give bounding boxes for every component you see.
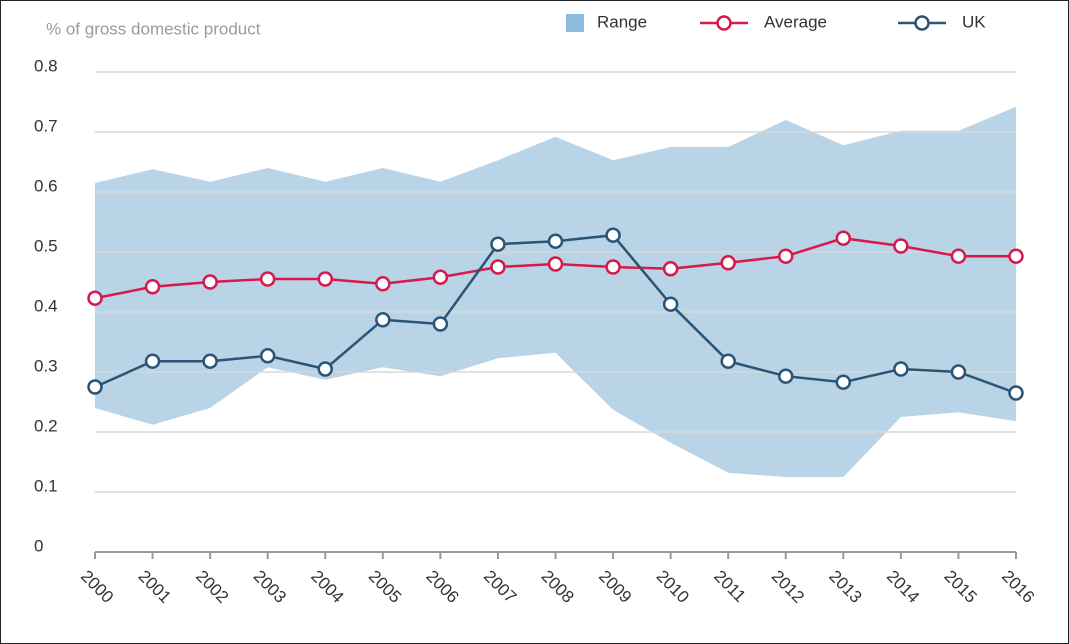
series-marker (432, 316, 449, 332)
series-marker (317, 271, 333, 287)
series-marker (605, 259, 621, 275)
legend-label: Average (764, 12, 827, 31)
series-marker (547, 256, 564, 272)
y-axis-label: % of gross domestic product (46, 19, 261, 38)
series-marker (720, 353, 736, 369)
y-tick-label: 0.3 (34, 356, 58, 375)
series-marker (490, 259, 506, 275)
series-marker (1008, 248, 1024, 264)
series-marker (202, 353, 218, 369)
y-tick-label: 0.6 (34, 176, 58, 195)
series-marker (87, 379, 103, 395)
legend-label: Range (597, 12, 647, 31)
series-marker (950, 364, 967, 380)
legend-swatch (566, 14, 584, 32)
series-marker (605, 227, 621, 243)
series-marker (375, 276, 391, 292)
series-marker (547, 233, 564, 249)
series-marker (432, 269, 449, 285)
series-marker (778, 248, 794, 264)
series-marker (835, 374, 852, 390)
y-tick-label: 0.7 (34, 116, 58, 135)
legend-label: UK (962, 12, 986, 31)
series-marker (259, 271, 276, 287)
series-marker (202, 274, 218, 290)
series-marker (317, 361, 333, 377)
series-marker (87, 290, 103, 306)
y-tick-label: 0.8 (34, 56, 58, 75)
series-marker (144, 279, 161, 295)
series-marker (720, 255, 736, 271)
y-tick-label: 0.4 (34, 296, 58, 315)
series-marker (950, 248, 967, 264)
series-marker (144, 353, 161, 369)
series-marker (662, 261, 679, 277)
series-marker (835, 230, 852, 246)
y-tick-label: 0 (34, 536, 43, 555)
series-marker (375, 312, 391, 328)
range-area (95, 106, 1016, 478)
series-marker (259, 348, 276, 364)
series-marker (893, 238, 909, 254)
series-marker (893, 361, 909, 377)
series-marker (778, 368, 794, 384)
y-tick-label: 0.2 (34, 416, 58, 435)
legend-marker (914, 15, 930, 31)
y-tick-label: 0.5 (34, 236, 58, 255)
legend-marker (716, 15, 732, 31)
series-marker (1008, 385, 1024, 401)
y-tick-label: 0.1 (34, 476, 58, 495)
series-marker (490, 236, 506, 252)
series-marker (662, 296, 679, 312)
